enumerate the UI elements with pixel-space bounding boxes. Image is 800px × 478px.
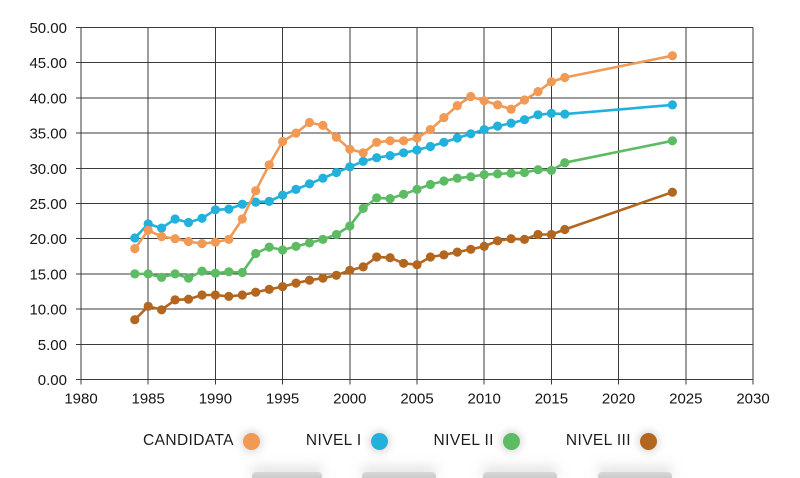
cropped-thumbnail-bar-1[interactable]: [252, 472, 322, 478]
svg-text:2025: 2025: [669, 391, 702, 408]
line-chart-svg: 0.00 5.00 10.00 15.00 20.00 25.00 30.00 35.00 40…: [29, 20, 769, 408]
legend-item-nivel-iii[interactable]: NIVEL III: [566, 432, 657, 450]
svg-text:40.00: 40.00: [29, 90, 67, 107]
svg-text:1985: 1985: [132, 391, 165, 408]
svg-text:2010: 2010: [468, 391, 501, 408]
cropped-thumbnail-bar-2[interactable]: [362, 472, 436, 478]
svg-text:2015: 2015: [535, 391, 568, 408]
legend-label-candidata: CANDIDATA: [143, 432, 234, 449]
legend-marker-circle-nivel-i: [370, 432, 388, 450]
svg-text:25.00: 25.00: [29, 196, 67, 213]
svg-text:10.00: 10.00: [29, 302, 67, 319]
line-chart: 0.00 5.00 10.00 15.00 20.00 25.00 30.00 35.00 40…: [29, 20, 769, 408]
svg-text:2030: 2030: [736, 391, 769, 408]
svg-text:2020: 2020: [602, 391, 635, 408]
legend-label-nivel-i: NIVEL I: [305, 432, 362, 449]
svg-text:35.00: 35.00: [29, 126, 67, 143]
legend-label-nivel-iii: NIVEL III: [565, 432, 631, 449]
svg-text:5.00: 5.00: [38, 337, 67, 354]
svg-text:2000: 2000: [333, 391, 366, 408]
legend-marker-circle-candidata: [242, 432, 260, 450]
svg-text:50.00: 50.00: [29, 20, 67, 37]
legend-marker-circle-nivel-ii: [502, 432, 520, 450]
svg-text:15.00: 15.00: [29, 266, 67, 283]
svg-text:30.00: 30.00: [29, 161, 67, 178]
svg-text:1980: 1980: [64, 391, 97, 408]
svg-text:1990: 1990: [199, 391, 232, 408]
legend-marker-circle-nivel-iii: [639, 432, 657, 450]
svg-text:0.00: 0.00: [38, 372, 67, 389]
cropped-thumbnail-bar-4[interactable]: [598, 472, 672, 478]
svg-text:20.00: 20.00: [29, 231, 67, 248]
chart-legend: CANDIDATA NIVEL I NIVEL II NIVEL III: [0, 428, 800, 454]
svg-text:1995: 1995: [266, 391, 299, 408]
legend-label-nivel-ii: NIVEL II: [433, 432, 494, 449]
legend-item-nivel-i[interactable]: NIVEL I: [306, 432, 388, 450]
legend-item-nivel-ii[interactable]: NIVEL II: [434, 432, 520, 450]
svg-text:45.00: 45.00: [29, 55, 67, 72]
svg-text:2005: 2005: [400, 391, 433, 408]
legend-item-candidata[interactable]: CANDIDATA: [143, 432, 260, 450]
cropped-thumbnail-bar-3[interactable]: [483, 472, 557, 478]
